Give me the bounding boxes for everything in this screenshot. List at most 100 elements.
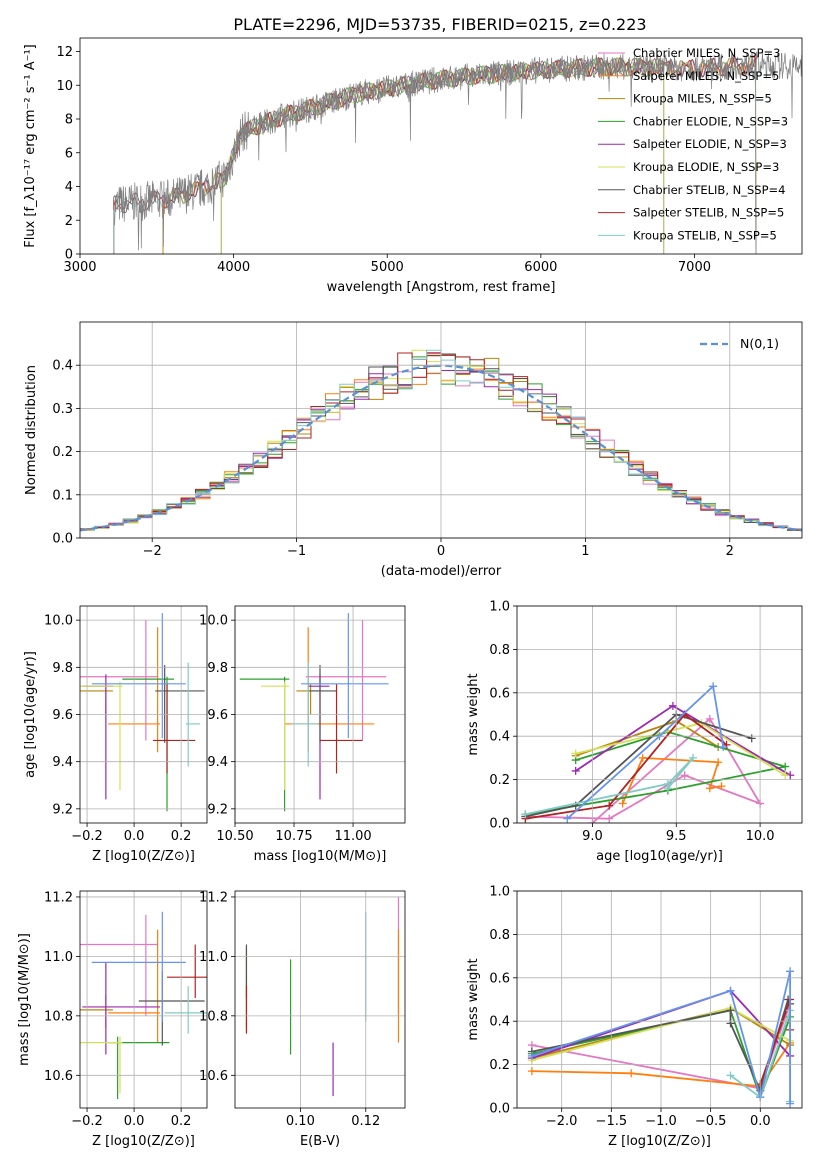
model-spectrum [162,55,757,254]
y-tick-label: 8 [65,113,73,128]
x-tick-label: 0.0 [750,1114,771,1129]
y-tick-label: 10.8 [44,1009,73,1024]
weight-marker [618,799,627,808]
y-tick-label: 0.3 [52,402,73,417]
x-tick-label: 7000 [678,260,711,275]
weight-marker [521,810,530,819]
plot-area [80,613,205,812]
y-tick-label: 0.2 [489,1058,510,1073]
weight-series [525,713,728,820]
weight-marker [689,753,698,762]
y-tick-label: 6 [65,146,73,161]
y-tick-label: 9.6 [52,708,73,723]
y-tick-label: 0.2 [489,773,510,788]
x-axis-label: (data-model)/error [381,564,502,579]
x-tick-label: 0 [437,544,445,559]
x-tick-label: 3000 [63,260,96,275]
x-tick-label: 9.0 [582,829,603,844]
model-spectrum [162,55,757,254]
y-tick-label: 0.0 [489,817,510,832]
axes-frame [234,605,406,824]
figure-title: PLATE=2296, MJD=53735, FIBERID=0215, z=0… [233,15,646,34]
axes-frame [79,890,208,1109]
weight-marker [714,758,723,767]
x-tick-label: 11.00 [334,829,371,844]
weight-marker [747,734,756,743]
y-tick-label: 0.0 [489,1102,510,1117]
x-tick-label: 0.2 [171,1114,192,1129]
weight-marker [781,771,790,780]
panel-weight_vs_Z: −2.0 −1.5 −1.0 −0.5 0.0 0.0 0.2 0.4 0.6 0.8 1.0 Z [… [466,885,803,1149]
axes-frame [234,890,406,1109]
legend-label: Kroupa ELODIE, N_SSP=3 [633,160,779,174]
x-tick-label: 0.10 [286,1114,315,1129]
x-tick-label: −2 [143,544,162,559]
y-tick-label: 9.8 [52,661,73,676]
observed-spectrum [114,51,802,251]
y-tick-label: 9.6 [207,708,228,723]
y-tick-label: 0.4 [52,359,73,374]
plot-area [521,682,795,823]
x-tick-label: 10.0 [746,829,775,844]
y-tick-label: 0.6 [489,971,510,986]
legend-label: Chabrier ELODIE, N_SSP=3 [633,114,788,128]
y-tick-label: 11.2 [199,890,228,905]
x-tick-label: 9.5 [666,829,687,844]
y-tick-label: 1.0 [489,885,510,900]
weight-marker [717,782,726,791]
model-spectrum [113,55,757,254]
weight-series [566,684,725,820]
x-axis-label: age [log10(age/yr)] [596,849,723,864]
axes-frame [79,321,803,539]
x-tick-label: 10.50 [216,829,253,844]
x-tick-label: 0.0 [124,829,145,844]
weight-marker [527,1051,536,1060]
y-axis-label: mass weight [466,958,481,1040]
y-tick-label: 0.8 [489,928,510,943]
panel-weight_vs_age: 9.0 9.5 10.0 0.0 0.2 0.4 0.6 0.8 1.0 age [log10(a… [466,600,803,864]
panel-age_vs_Z: −0.2 0.0 0.2 9.2 9.4 9.6 9.8 10.0 Z [log10(Z/Z⊙)… [23,605,208,864]
y-tick-label: 9.4 [207,755,228,770]
y-tick-label: 10.0 [199,614,228,629]
weight-marker [605,801,614,810]
weight-series [525,757,694,816]
x-axis-label: mass [log10(M/M⊙)] [254,849,387,864]
x-tick-label: 4000 [217,260,250,275]
y-tick-label: 10.6 [199,1069,228,1084]
x-axis-label: Z [log10(Z/Z⊙)] [92,1134,195,1149]
weight-marker [571,749,580,758]
y-axis-label: Normed distribution [24,365,39,495]
panel-spectrum: 3000 4000 5000 6000 7000 0 2 4 6 8 10 12 wavelength … [23,37,803,295]
x-tick-label: 0.2 [171,829,192,844]
legend-label: Kroupa STELIB, N_SSP=5 [633,228,777,242]
x-tick-label: −0.2 [71,1114,103,1129]
x-tick-label: 5000 [371,260,404,275]
weight-marker [680,771,689,780]
y-tick-label: 12 [56,45,73,60]
weight-marker [627,1069,636,1078]
plot-area [245,896,400,1097]
y-tick-label: 0.8 [489,643,510,658]
y-tick-label: 0.4 [489,1015,510,1030]
panel-residuals: −2 −1 0 1 2 0.0 0.1 0.2 0.3 0.4 (data-model)/error… [24,321,803,579]
weight-series [525,713,752,818]
panel-age_vs_mass: 10.50 10.75 11.00 9.2 9.4 9.6 9.8 10.0 mass [log… [199,605,406,864]
y-axis-label: age [log10(age/yr)] [23,651,38,778]
weight-marker [781,762,790,771]
y-tick-label: 0.6 [489,686,510,701]
weight-marker [638,753,647,762]
plot-area [239,613,389,812]
y-tick-label: 0.1 [52,488,73,503]
y-tick-label: 2 [65,214,73,229]
weight-marker [705,714,714,723]
weight-marker [726,1006,735,1015]
y-tick-label: 10.6 [44,1069,73,1084]
y-tick-label: 9.8 [207,661,228,676]
model-spectrum [162,55,757,254]
legend-label: Chabrier MILES, N_SSP=3 [633,46,780,60]
x-axis-label: wavelength [Angstrom, rest frame] [327,280,556,295]
axes-frame [79,605,208,824]
legend: N(0,1) [700,336,779,351]
y-axis-label: Flux [f_λ10⁻¹⁷ erg cm⁻² s⁻¹ A⁻¹] [23,44,38,248]
